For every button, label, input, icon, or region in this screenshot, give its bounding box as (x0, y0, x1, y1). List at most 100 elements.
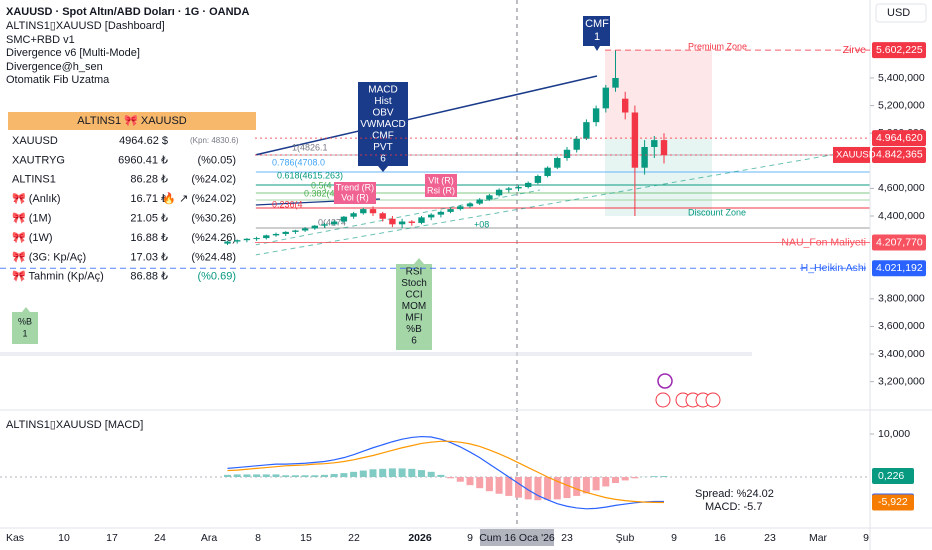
x-tick-label: Şub (616, 532, 635, 544)
x-tick-label: 23 (561, 532, 573, 544)
row-name: ALTINS1 (12, 174, 56, 186)
histogram-bar (291, 475, 299, 477)
histogram-bar (524, 476, 532, 500)
candle-body (457, 206, 464, 210)
crosshair-label: Cum 16 Oca '26 (479, 532, 555, 544)
candle-body (641, 146, 648, 168)
candle-body (592, 108, 600, 123)
row-change: (Kpn: 4830.6) (190, 136, 239, 145)
histogram-bar (534, 476, 542, 501)
price-tag (872, 130, 926, 147)
y-tick-label: 3,600,000 (878, 320, 925, 332)
candle-body (612, 77, 619, 88)
price-tag-label: 4.207,770 (876, 236, 923, 248)
histogram-bar (495, 476, 503, 494)
candle-body (350, 213, 357, 217)
callout-text: PVT (373, 142, 392, 153)
candle-body (515, 187, 522, 189)
callout-text: Trend (R) (336, 182, 374, 192)
dashboard-header (8, 112, 256, 130)
candle-body (398, 221, 406, 225)
price-tag-label: 5.602,225 (876, 44, 923, 56)
candle-body (263, 235, 270, 239)
macd-info: Spread: %24.02 (695, 488, 774, 500)
currency-button[interactable] (875, 3, 927, 23)
histogram-bar (369, 469, 377, 477)
row-change: (%24.26) (191, 232, 236, 244)
candle-body (447, 209, 454, 212)
currency[interactable]: USD (887, 7, 910, 19)
histogram-bar (466, 476, 474, 486)
rsi-box (396, 258, 432, 350)
x-tick-label: 23 (764, 532, 776, 544)
crosshair-label-bg (480, 529, 554, 546)
candle-body (583, 122, 590, 139)
fib-label: 0.786(4708.0 (272, 157, 325, 167)
label: +08 (474, 219, 489, 229)
macd-line (227, 440, 665, 504)
price-tag-label: 4.964,620 (876, 132, 923, 144)
x-tick-label: Mar (809, 532, 828, 544)
histogram-bar (243, 474, 251, 477)
fib-label: 0.236(4 (272, 199, 303, 209)
callout-text: VWMACD (360, 119, 406, 130)
flag-icon[interactable] (705, 392, 721, 408)
flag-icons[interactable] (655, 392, 721, 408)
x-tick-label: 9 (863, 532, 869, 544)
y-tick-label: 3,800,000 (878, 293, 925, 305)
histogram-bar (437, 474, 445, 477)
price-tag (872, 494, 914, 511)
price-tag-label: -5,922 (878, 496, 908, 508)
histogram-bar (388, 468, 396, 477)
histogram-bar (301, 475, 309, 477)
row-change: (%30.26) (191, 213, 236, 225)
separator (0, 352, 752, 356)
candle-body (418, 217, 425, 223)
candle-body (292, 230, 299, 232)
row-value: 4964.62 $ (119, 135, 168, 147)
price-tag (872, 146, 926, 163)
row-name: 🎀 (Anlık) (12, 192, 61, 205)
candle-body (360, 209, 367, 214)
candle-body (369, 209, 377, 214)
histogram-bar (592, 476, 600, 491)
histogram-bar (515, 476, 522, 498)
row-value: 6960.41 ₺ (118, 154, 168, 166)
callout-text: Hist (374, 96, 391, 107)
candle-body (282, 231, 289, 234)
zone-label: Premium Zone (688, 41, 747, 51)
price-tag (872, 234, 926, 251)
histogram-bar (330, 473, 338, 477)
candle-body (321, 224, 328, 226)
histogram-bar (621, 476, 629, 481)
histogram-bar (398, 468, 406, 477)
row-name: 🎀 (1M) (12, 212, 51, 225)
candle-body (408, 221, 415, 223)
histogram-bar (233, 474, 241, 477)
row-change: 🔥 ↗ (%24.02) (162, 192, 236, 205)
histogram-bar (350, 471, 358, 477)
price-tag (872, 260, 926, 277)
row-value: 16.71 ₺ (130, 193, 168, 205)
callout-text: 1 (594, 31, 600, 43)
candle-body (234, 240, 241, 242)
candle-body (466, 203, 474, 207)
candle-body (428, 214, 435, 218)
histogram-bar (456, 476, 464, 482)
callout-text: Stoch (401, 278, 427, 289)
y-tick-label: 10,000 (878, 428, 910, 440)
y-tick-label: 5,400,000 (878, 72, 925, 84)
candle-body (272, 233, 280, 236)
trend-box (334, 182, 376, 204)
histogram-bar (563, 476, 571, 499)
premium-zone (605, 50, 712, 139)
flag-icon[interactable] (655, 392, 671, 408)
y-tick-label: 4,600,000 (878, 182, 925, 194)
callout-text: MOM (402, 301, 426, 312)
candle-body (573, 138, 580, 150)
price-tag-label: 4.842,365 (876, 149, 923, 161)
lightning-icon[interactable] (657, 373, 673, 389)
row-value: 21.05 ₺ (130, 213, 168, 225)
x-tick-label: 9 (671, 532, 677, 544)
x-tick-label: Kas (6, 532, 24, 544)
